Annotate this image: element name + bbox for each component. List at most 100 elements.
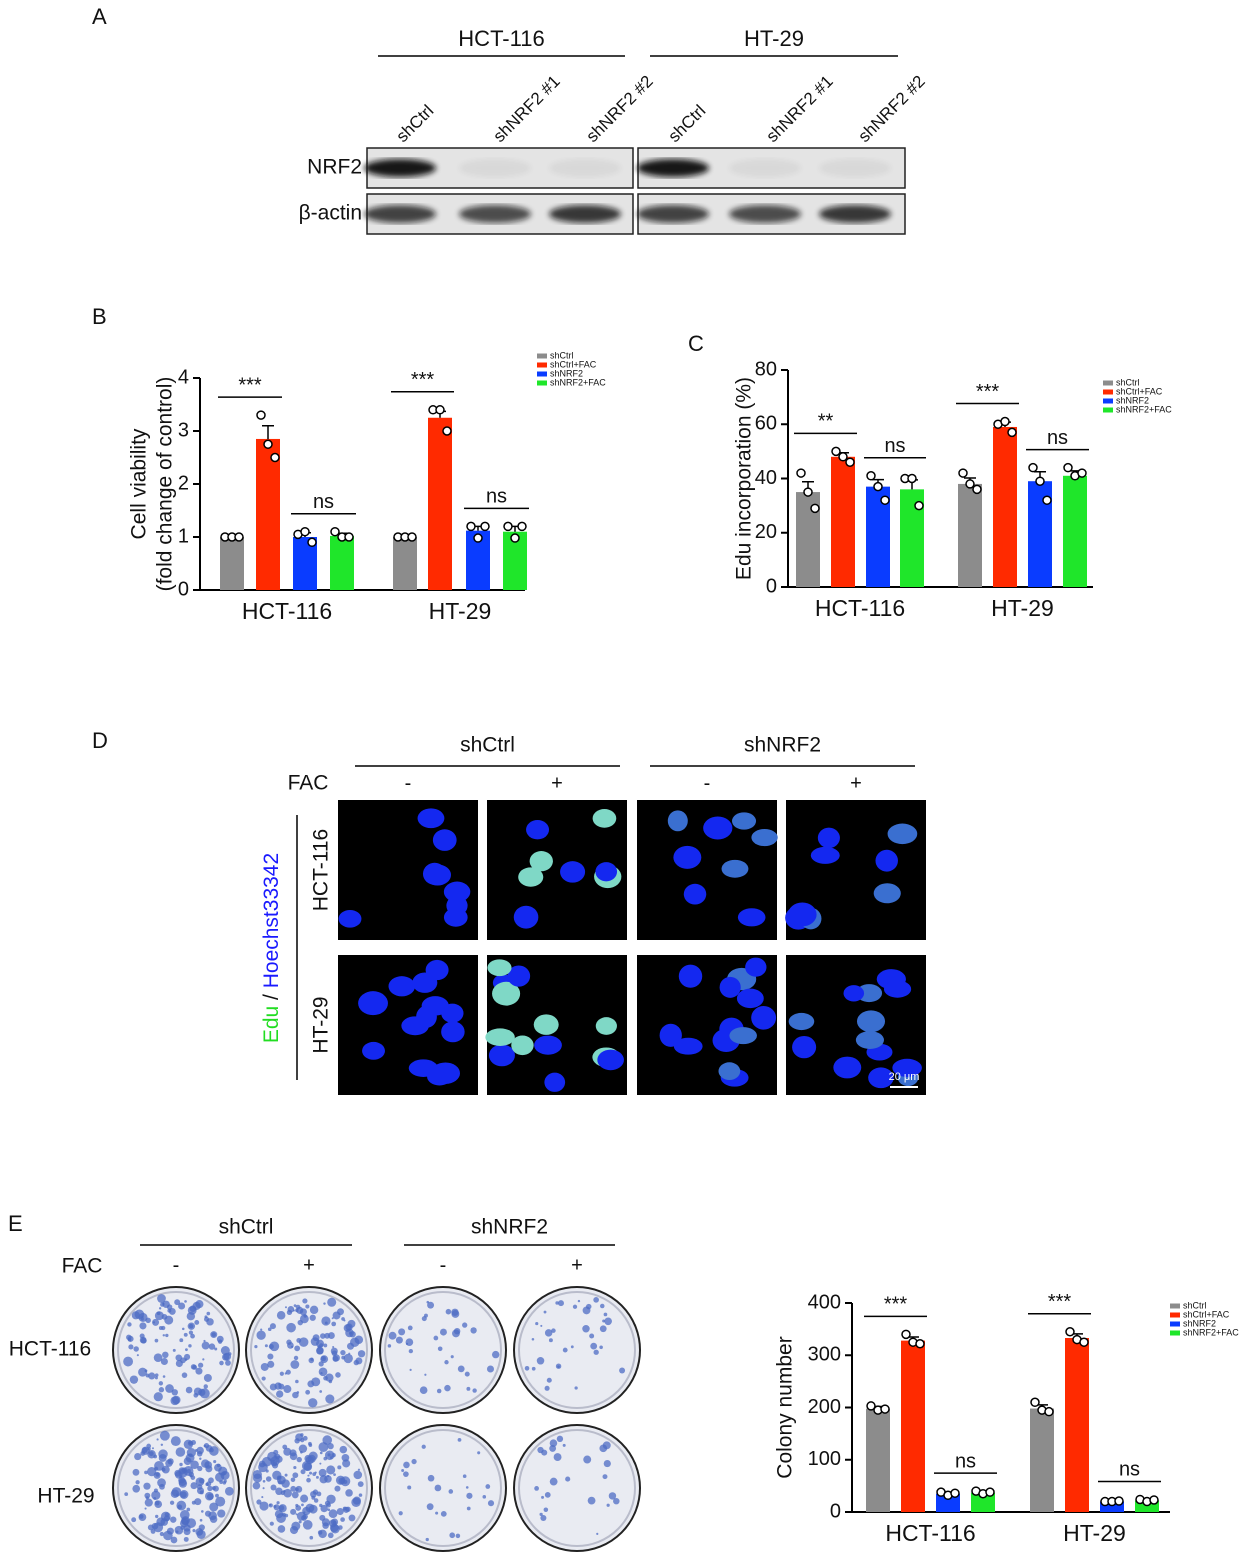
data-point <box>803 487 813 497</box>
colony <box>311 1495 316 1500</box>
colony <box>256 1499 262 1505</box>
group-label: HCT-116 <box>458 26 544 51</box>
colony <box>264 1344 268 1348</box>
colony <box>183 1332 188 1337</box>
colony <box>286 1322 296 1333</box>
colony <box>300 1469 306 1475</box>
row-label: β-actin <box>299 202 362 225</box>
colony <box>289 1449 297 1457</box>
colony <box>405 1342 409 1345</box>
bar <box>958 483 982 587</box>
colony <box>343 1319 346 1322</box>
plate-rim <box>518 1429 636 1547</box>
colony <box>179 1475 183 1479</box>
colony <box>195 1528 204 1536</box>
colony <box>192 1364 198 1370</box>
colony <box>295 1379 299 1384</box>
bar <box>936 1493 960 1512</box>
colony <box>543 1507 549 1512</box>
colony <box>214 1347 218 1351</box>
colony <box>437 1346 443 1352</box>
colony <box>426 1503 434 1511</box>
colony <box>328 1509 338 1519</box>
colony <box>155 1514 159 1519</box>
colony <box>281 1479 290 1488</box>
colony <box>269 1383 277 1391</box>
colony <box>421 1444 426 1449</box>
sig-label: ns <box>884 435 905 457</box>
band <box>637 205 709 223</box>
colony <box>188 1330 194 1335</box>
nucleus <box>443 908 468 927</box>
band <box>729 205 801 223</box>
colony <box>354 1335 364 1345</box>
colony <box>323 1343 328 1348</box>
colony <box>455 1533 461 1539</box>
colony <box>395 1336 403 1344</box>
colony <box>313 1498 319 1503</box>
data-point <box>330 526 340 537</box>
colony <box>291 1521 301 1531</box>
colony <box>269 1341 280 1352</box>
colony <box>197 1465 203 1472</box>
colony <box>537 1446 544 1454</box>
colony <box>144 1470 148 1475</box>
colony <box>327 1442 334 1450</box>
colony <box>433 1335 439 1341</box>
colony <box>562 1347 568 1353</box>
colony <box>341 1355 345 1360</box>
colony <box>606 1503 610 1507</box>
colony <box>170 1536 178 1544</box>
colony <box>219 1480 224 1484</box>
nucleus <box>817 827 840 849</box>
colony <box>300 1433 304 1437</box>
colony <box>185 1348 188 1352</box>
colony <box>267 1360 275 1368</box>
nucleus <box>441 1021 465 1043</box>
y-tick-label: 400 <box>808 1291 841 1313</box>
colony <box>159 1483 165 1490</box>
legend-label: shNRF2+FAC <box>1116 404 1172 414</box>
colony <box>190 1482 198 1490</box>
data-point <box>838 452 848 462</box>
colony <box>172 1348 176 1352</box>
colony <box>298 1520 302 1524</box>
data-point <box>510 533 520 543</box>
colony <box>157 1294 166 1303</box>
data-point <box>1030 1397 1040 1408</box>
colony <box>260 1328 263 1331</box>
bar <box>971 1492 995 1512</box>
data-point <box>1079 1337 1089 1347</box>
x-tick-label: HT-29 <box>1063 1520 1126 1546</box>
colony <box>357 1481 364 1488</box>
nucleus <box>597 1049 624 1071</box>
sign: + <box>571 1254 583 1276</box>
colony <box>331 1321 337 1327</box>
data-point <box>256 410 266 420</box>
y-axis-label: Edu incorporation (%) <box>733 377 756 580</box>
data-point <box>1149 1495 1159 1505</box>
colony <box>152 1318 160 1326</box>
stain-part: Hoechst33342 <box>260 853 283 988</box>
row-label: NRF2 <box>307 156 362 179</box>
colony <box>217 1509 226 1518</box>
colony <box>585 1303 592 1310</box>
colony <box>544 1329 553 1337</box>
x-tick-label: HCT-116 <box>885 1520 975 1546</box>
colony <box>154 1376 158 1380</box>
colony <box>403 1461 410 1469</box>
colony <box>331 1350 338 1357</box>
colony <box>319 1462 322 1465</box>
data-point <box>1114 1496 1124 1506</box>
colony <box>327 1508 331 1512</box>
legend-swatch <box>1170 1321 1180 1327</box>
colony <box>309 1314 316 1321</box>
colony <box>220 1346 230 1355</box>
y-tick-label: 3 <box>178 419 189 441</box>
colony <box>485 1484 491 1489</box>
colony <box>312 1334 320 1342</box>
colony <box>144 1492 151 1499</box>
colony <box>136 1354 139 1357</box>
colony <box>262 1487 265 1490</box>
